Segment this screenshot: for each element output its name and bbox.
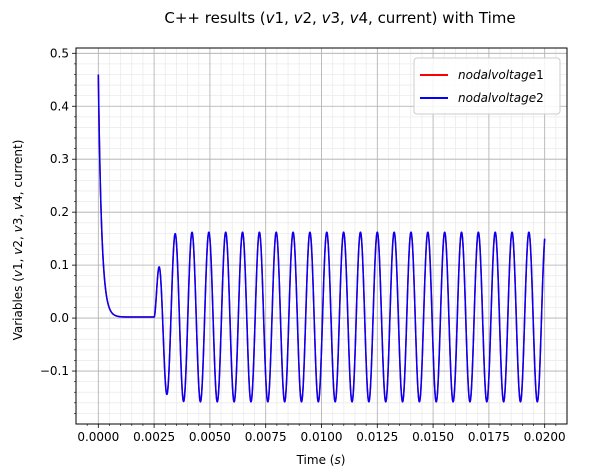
y-axis-label: Variables (v1, v2, v3, v4, current) (11, 140, 25, 341)
x-tick-label: 0.0050 (189, 430, 231, 444)
legend-box (413, 57, 561, 115)
y-tick-label: 0.4 (50, 99, 69, 113)
y-tick-label: 0.2 (50, 205, 69, 219)
series-layer (97, 74, 546, 403)
chart-title: C++ results (v1, v2, v3, v4, current) wi… (164, 9, 515, 27)
x-tick-label: 0.0175 (468, 430, 510, 444)
x-tick-label: 0.0100 (301, 430, 343, 444)
legend-label: nodalvoltage1 (458, 68, 544, 82)
ticks: 0.0000 0.0025 0.0050 0.0075 0.0100 0.0125 0.01… (40, 46, 566, 444)
legend-label: nodalvoltage2 (458, 91, 544, 105)
y-tick-label: 0.3 (50, 152, 69, 166)
x-tick-label: 0.0025 (133, 430, 175, 444)
y-tick-label: 0.5 (50, 46, 69, 60)
x-tick-label: 0.0125 (356, 430, 398, 444)
legend: nodalvoltage1 nodalvoltage2 (413, 57, 561, 115)
x-axis-label: Time (s) (296, 453, 346, 467)
y-tick-label: 0.1 (50, 258, 69, 272)
series-line-nodalvoltage2 (97, 74, 546, 403)
x-tick-label: 0.0000 (77, 430, 119, 444)
x-tick-label: 0.0200 (524, 430, 566, 444)
y-tick-label: −0.1 (40, 364, 69, 378)
x-tick-label: 0.0075 (245, 430, 287, 444)
x-tick-label: 0.0150 (412, 430, 454, 444)
y-tick-label: 0.0 (50, 311, 69, 325)
